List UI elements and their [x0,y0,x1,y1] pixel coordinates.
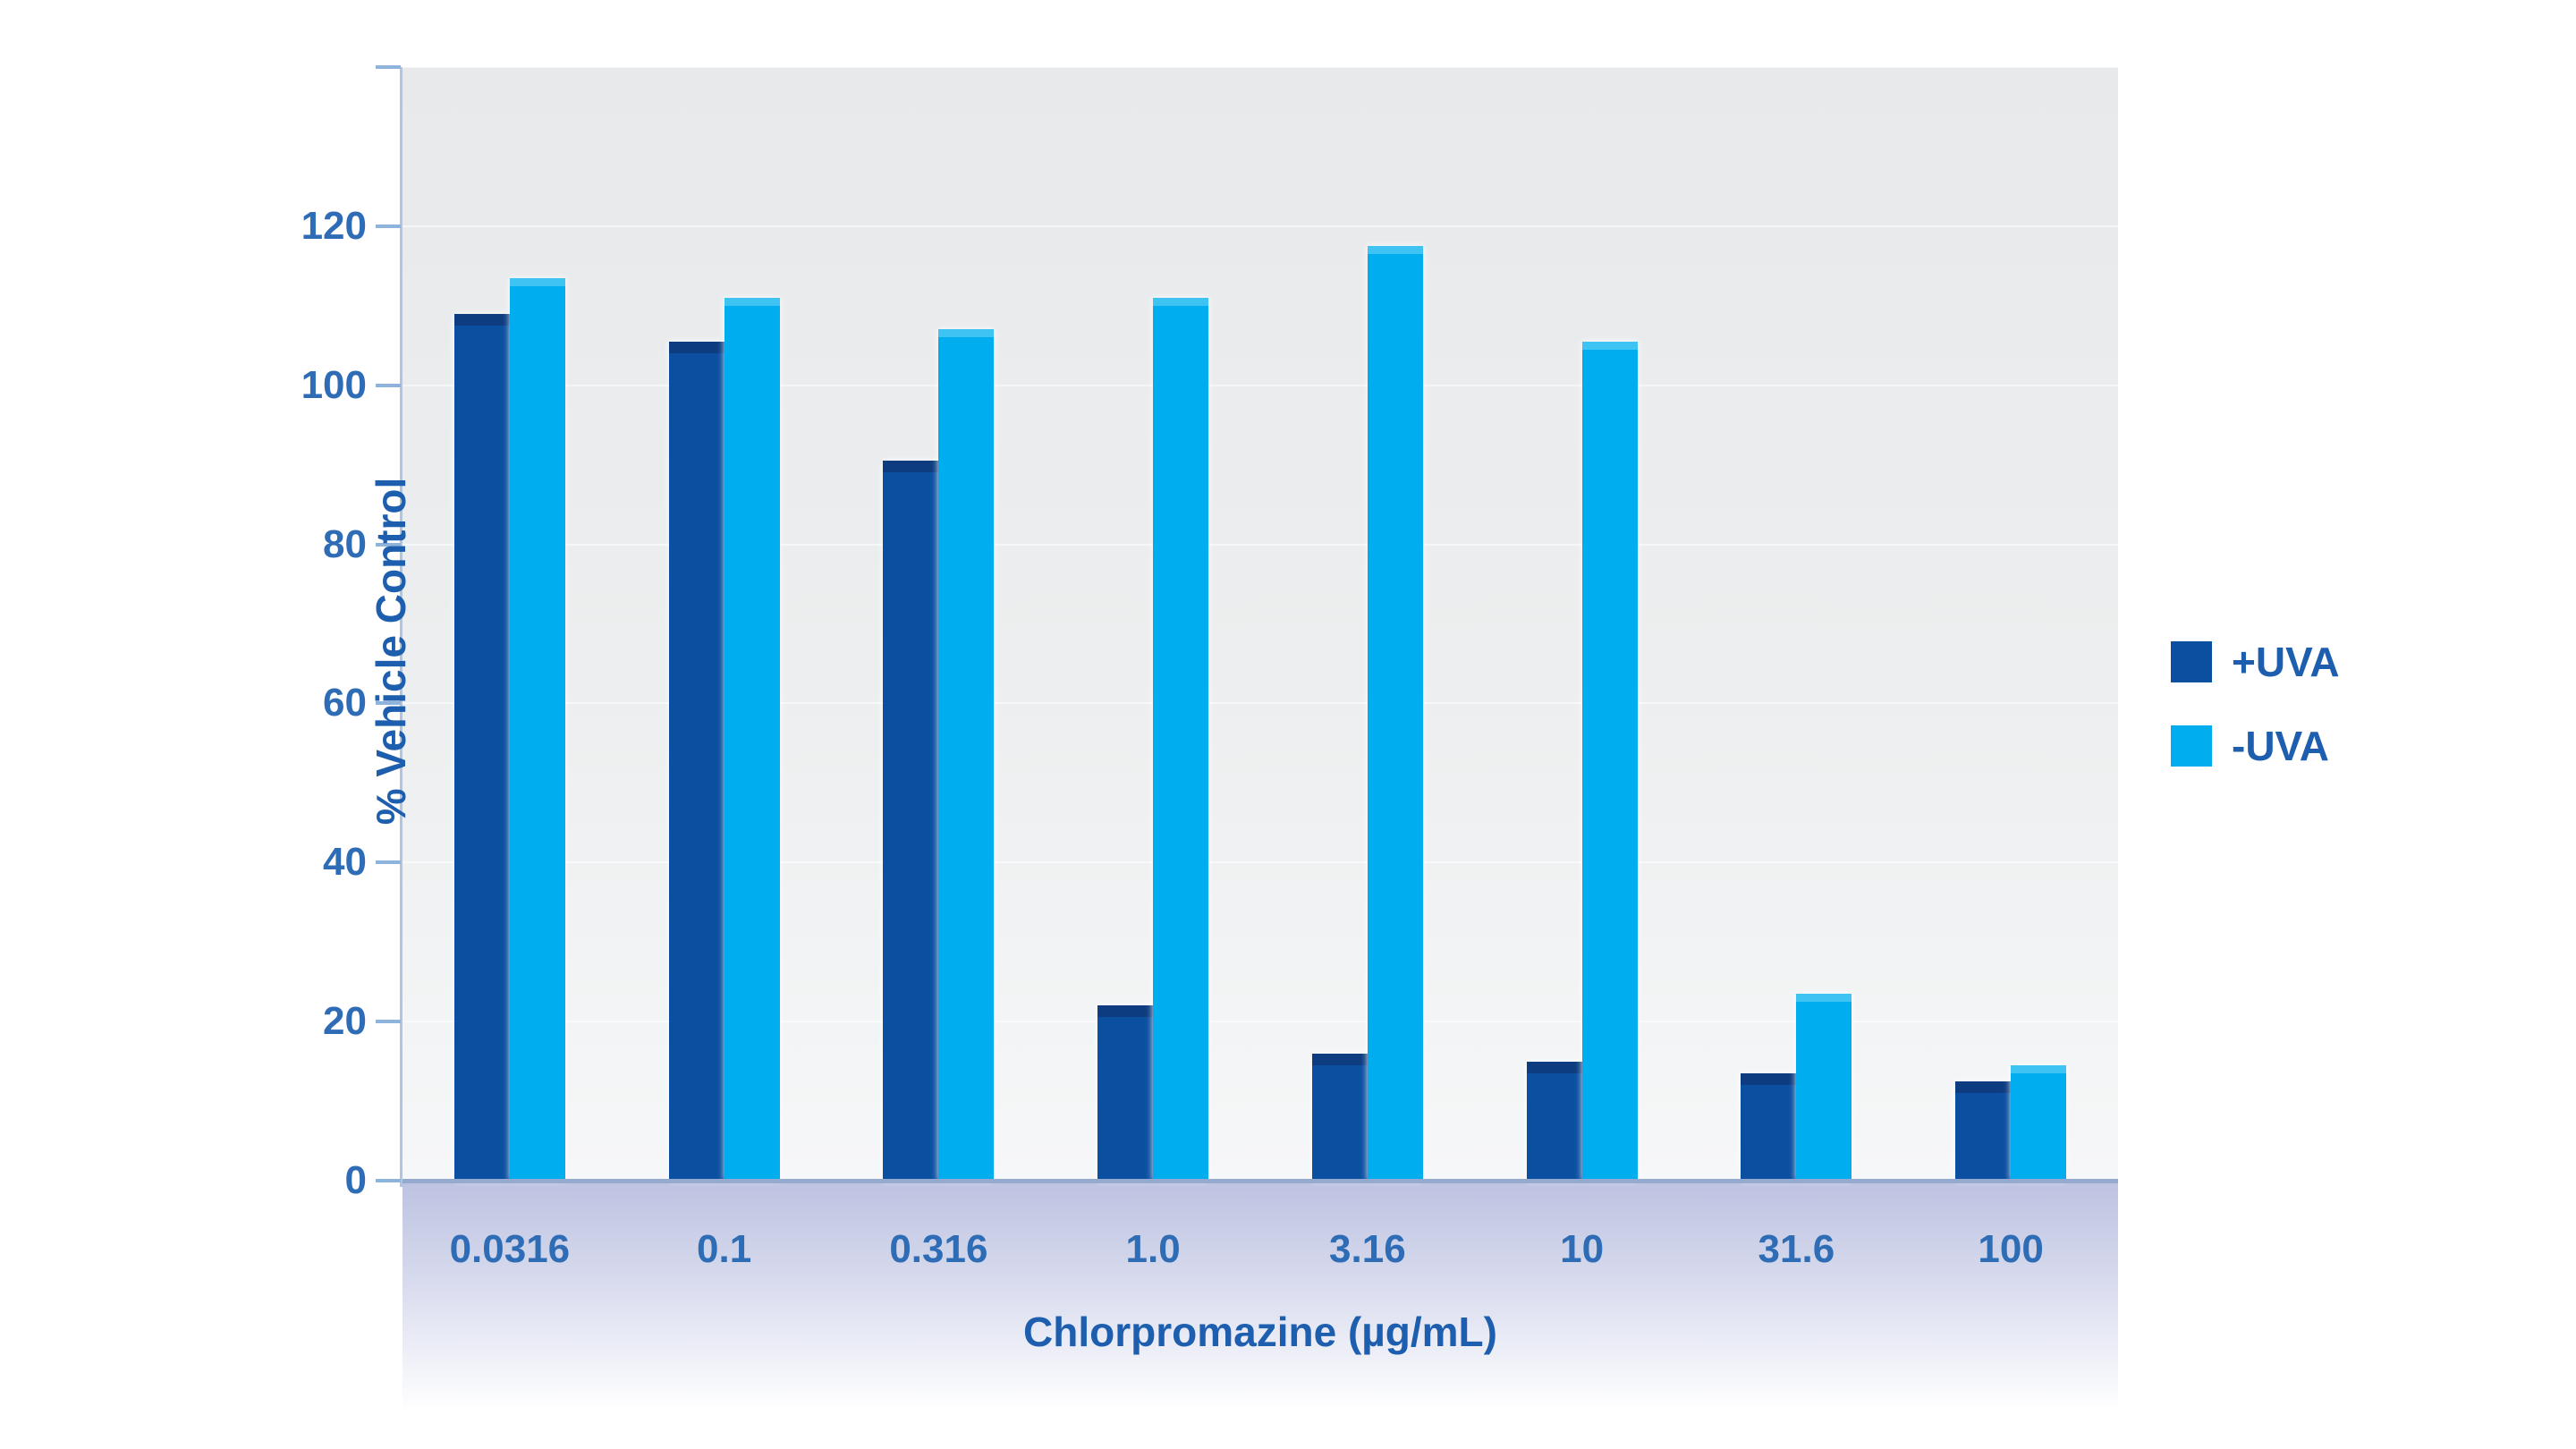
legend-entry: -UVA [2171,721,2340,771]
legend-entry: +UVA [2171,637,2340,687]
y-tick-label: 100 [301,362,367,407]
gridline [402,1021,2118,1023]
y-tick-mark [376,1179,401,1182]
y-tick-label: 40 [323,840,367,885]
legend-label: -UVA [2232,723,2330,769]
bar-plus-uva-1.0 [1097,1005,1154,1181]
plot-area [402,66,2118,1181]
gridline [402,384,2118,386]
bar-group-0.1 [668,297,780,1181]
y-tick-mark [376,383,401,387]
bar-group-1.0 [1097,297,1209,1181]
gridline [402,861,2118,864]
x-tick-label: 1.0 [1125,1227,1181,1271]
x-axis-baseline [402,1179,2118,1183]
y-tick-mark [376,542,401,547]
bar-minus-uva-0.1 [724,297,780,1181]
bar-plus-uva-31.6 [1741,1072,1797,1181]
legend-swatch-icon [2171,725,2212,767]
bar-minus-uva-100 [2011,1065,2067,1181]
x-tick-label: 31.6 [1758,1227,1835,1271]
bar-minus-uva-1.0 [1153,297,1209,1181]
gridline [402,702,2118,705]
gridline [402,543,2118,546]
y-tick-mark [376,860,401,865]
y-tick-label: 120 [301,203,367,248]
bar-plus-uva-0.1 [668,341,724,1181]
bar-group-0.316 [883,329,995,1181]
gridline [402,225,2118,227]
y-tick-mark [376,65,401,69]
bar-minus-uva-3.16 [1367,246,1423,1181]
bar-plus-uva-0.0316 [453,313,510,1181]
bar-group-0.0316 [453,277,565,1181]
bar-minus-uva-0.0316 [509,277,565,1181]
bar-group-10 [1526,341,1638,1181]
y-axis-title: % Vehicle Control [368,477,414,826]
y-tick-label: 0 [344,1158,367,1202]
chart-legend: +UVA -UVA [2171,637,2340,805]
y-tick-mark [376,224,401,228]
y-tick-mark [376,1020,401,1024]
x-tick-label: 100 [1978,1227,2044,1271]
bar-plus-uva-100 [1955,1080,2012,1181]
gridline [402,66,2118,68]
x-axis-title: Chlorpromazine (µg/mL) [1023,1309,1497,1355]
y-tick-label: 20 [323,999,367,1044]
x-tick-label: 10 [1560,1227,1605,1271]
bar-minus-uva-10 [1581,341,1638,1181]
y-tick-label: 60 [323,681,367,725]
bar-plus-uva-10 [1526,1061,1582,1181]
y-tick-mark [376,701,401,706]
bar-plus-uva-3.16 [1311,1053,1368,1181]
y-axis-line [400,67,402,1187]
bar-group-3.16 [1311,246,1423,1181]
bar-minus-uva-0.316 [938,329,995,1181]
bar-group-31.6 [1741,994,1852,1181]
x-axis-band [402,1183,2118,1411]
x-tick-label: 0.316 [889,1227,988,1271]
x-tick-label: 3.16 [1329,1227,1406,1271]
y-tick-label: 80 [323,521,367,566]
x-tick-label: 0.0316 [449,1227,571,1271]
legend-label: +UVA [2232,639,2340,685]
bar-plus-uva-0.316 [883,461,939,1181]
x-tick-label: 0.1 [697,1227,752,1271]
bar-group-100 [1955,1065,2067,1181]
legend-swatch-icon [2171,641,2212,682]
bar-minus-uva-31.6 [1796,994,1852,1181]
